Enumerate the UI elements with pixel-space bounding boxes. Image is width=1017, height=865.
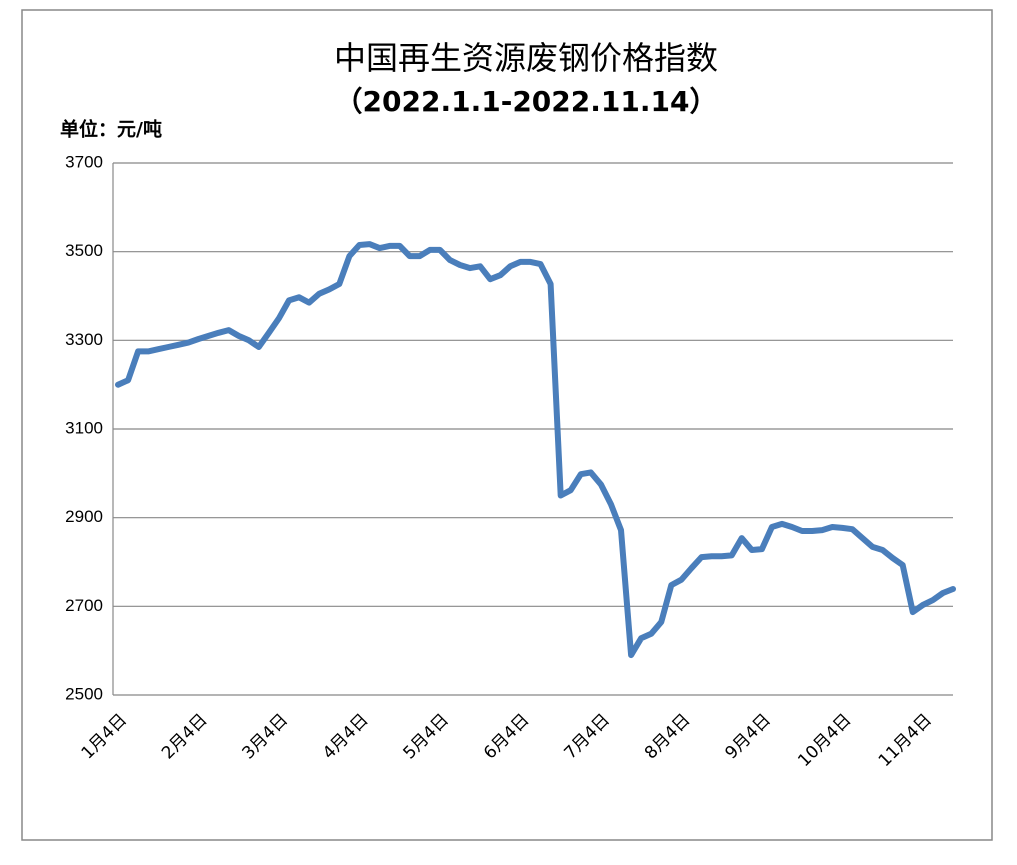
chart-frame bbox=[21, 9, 993, 841]
y-tick-label: 3100 bbox=[65, 418, 103, 437]
y-tick-label: 3500 bbox=[65, 241, 103, 260]
chart-title: 中国再生资源废钢价格指数 bbox=[334, 39, 718, 77]
y-tick-label: 3700 bbox=[65, 152, 103, 171]
y-tick-label: 2900 bbox=[65, 507, 103, 526]
chart-subtitle: （2022.1.1-2022.11.14） bbox=[335, 85, 718, 118]
y-tick-label: 3300 bbox=[65, 330, 103, 349]
y-axis-label: 单位：元/吨 bbox=[60, 118, 162, 141]
y-tick-label: 2700 bbox=[65, 596, 103, 615]
y-tick-label: 2500 bbox=[65, 684, 103, 703]
data-line bbox=[115, 241, 956, 659]
